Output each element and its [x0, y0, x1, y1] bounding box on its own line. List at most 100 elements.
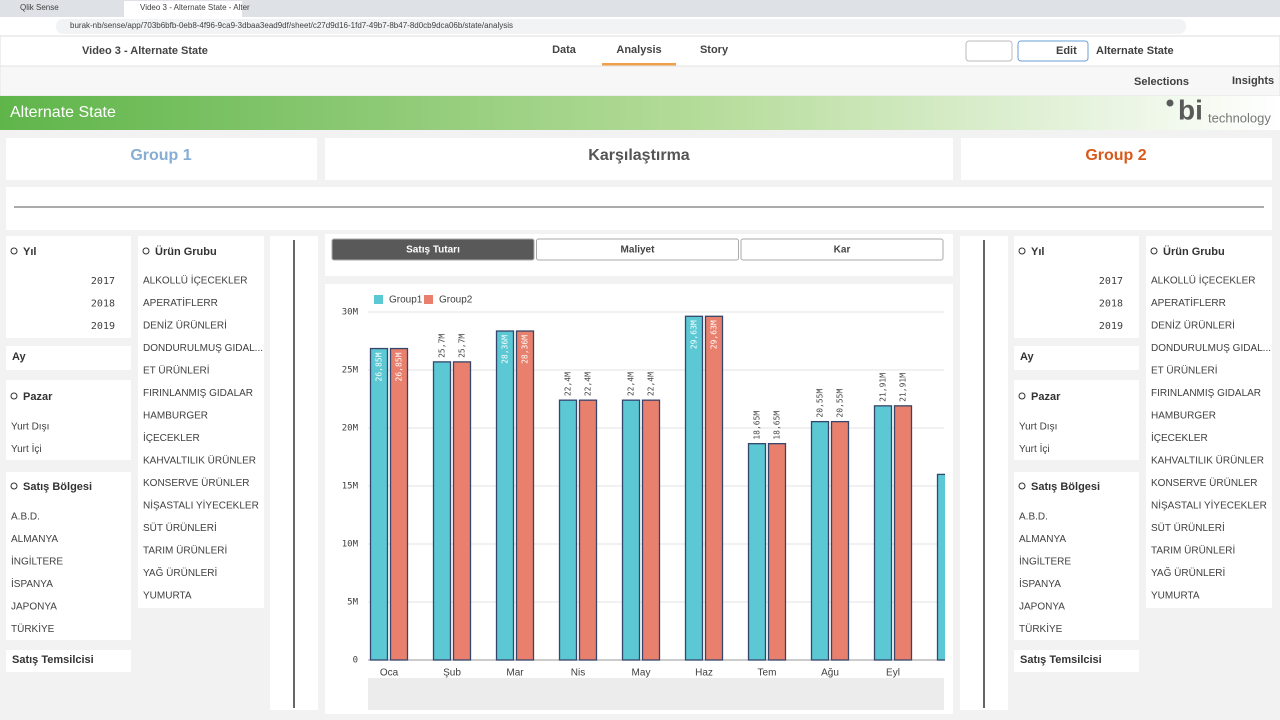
filter-item[interactable]: A.B.D. [1019, 512, 1048, 523]
selections-button[interactable]: Selections [1134, 76, 1189, 88]
filter-item[interactable]: İSPANYA [1019, 577, 1061, 590]
filter-item[interactable]: DENİZ ÜRÜNLERİ [143, 319, 227, 332]
filter-item[interactable]: APERATİFLERR [143, 296, 218, 309]
filter-item[interactable]: HAMBURGER [1151, 411, 1216, 422]
value-label: 21,91M [899, 373, 908, 402]
filter-item[interactable]: İÇECEKLER [143, 431, 200, 444]
value-label: 20,55M [816, 389, 825, 418]
browser-tab[interactable]: Qlik Sense [20, 3, 59, 12]
bookmark-button[interactable] [965, 40, 1013, 62]
filter-item[interactable]: 2019 [1099, 321, 1123, 332]
filter-item[interactable]: ALKOLLÜ İÇECEKLER [1151, 274, 1256, 287]
active-tab[interactable] [124, 1, 242, 17]
filter-item[interactable]: YUMURTA [143, 591, 192, 602]
filter-pane [6, 472, 131, 640]
filter-title: Satış Bölgesi [23, 481, 92, 493]
edit-button[interactable] [1017, 40, 1089, 62]
filter-item[interactable]: ET ÜRÜNLERİ [1151, 364, 1218, 377]
filter-item[interactable]: KONSERVE ÜRÜNLER [143, 477, 250, 489]
search-icon [10, 392, 18, 400]
x-tick-label: May [632, 668, 651, 679]
value-label: 22,4M [584, 372, 593, 396]
filter-item[interactable]: ALMANYA [1019, 534, 1066, 545]
filter-item[interactable]: KONSERVE ÜRÜNLER [1151, 477, 1258, 489]
filter-item[interactable]: TARIM ÜRÜNLERİ [1151, 544, 1235, 557]
value-label: 25,7M [458, 334, 467, 358]
header-card [6, 138, 317, 180]
search-icon [1018, 247, 1026, 255]
nav-tab[interactable]: Story [700, 44, 729, 56]
x-tick-label: Şub [443, 668, 461, 679]
filter-item[interactable]: JAPONYA [11, 602, 57, 613]
filter-item[interactable]: FIRINLANMIŞ GIDALAR [143, 388, 253, 399]
filter-title: Satış Temsilcisi [1020, 654, 1102, 666]
y-tick-label: 30M [342, 308, 359, 318]
filter-item[interactable]: 2019 [91, 321, 115, 332]
filter-item[interactable]: Yurt Dışı [1019, 422, 1057, 433]
filter-pane [6, 236, 131, 338]
chart-scrollbar[interactable] [368, 678, 944, 710]
filter-pane [6, 346, 131, 370]
insights-button[interactable]: Insights [1232, 75, 1274, 87]
filter-item[interactable]: TARIM ÜRÜNLERİ [143, 544, 227, 557]
app-title: Video 3 - Alternate State [82, 45, 208, 57]
group-header: Group 2 [1085, 147, 1146, 164]
filter-item[interactable]: İNGİLTERE [1019, 555, 1071, 568]
filter-title: Pazar [23, 391, 53, 403]
filter-item[interactable]: A.B.D. [11, 512, 40, 523]
edit-label[interactable]: Edit [1056, 45, 1077, 57]
nav-tab[interactable]: Analysis [616, 44, 661, 56]
value-label: 26,85M [375, 352, 384, 381]
divider-card [6, 187, 1272, 230]
filter-item[interactable]: HAMBURGER [143, 411, 208, 422]
filter-item[interactable]: YUMURTA [1151, 591, 1200, 602]
filter-item[interactable]: TÜRKİYE [1019, 622, 1063, 635]
filter-item[interactable]: DONDURULMUŞ GIDAL... [143, 343, 263, 354]
filter-item[interactable]: Yurt İçi [11, 442, 42, 455]
filter-item[interactable]: FIRINLANMIŞ GIDALAR [1151, 388, 1261, 399]
filter-item[interactable]: ALMANYA [11, 534, 58, 545]
filter-item[interactable]: DENİZ ÜRÜNLERİ [1151, 319, 1235, 332]
filter-item[interactable]: 2017 [91, 276, 115, 287]
x-tick-label: Mar [506, 668, 524, 679]
url-field[interactable] [56, 19, 1186, 34]
measure-button[interactable] [331, 238, 535, 261]
browser-tab[interactable]: Video 3 - Alternate State - Alter [140, 3, 250, 12]
filter-item[interactable]: 2018 [1099, 299, 1123, 310]
filter-item[interactable]: NİŞASTALI YİYECEKLER [1151, 499, 1267, 512]
measure-button[interactable] [536, 238, 739, 261]
y-tick-label: 5M [347, 598, 358, 608]
filter-item[interactable]: İSPANYA [11, 577, 53, 590]
filter-item[interactable]: SÜT ÜRÜNLERİ [1151, 521, 1225, 534]
filter-item[interactable]: JAPONYA [1019, 602, 1065, 613]
filter-item[interactable]: TÜRKİYE [11, 622, 55, 635]
filter-item[interactable]: APERATİFLERR [1151, 296, 1226, 309]
filter-item[interactable]: NİŞASTALI YİYECEKLER [143, 499, 259, 512]
filter-item[interactable]: YAĞ ÜRÜNLERİ [143, 566, 217, 579]
filter-item[interactable]: SÜT ÜRÜNLERİ [143, 521, 217, 534]
measure-label[interactable]: Maliyet [621, 245, 656, 256]
filter-item[interactable]: ALKOLLÜ İÇECEKLER [143, 274, 248, 287]
filter-item[interactable]: YAĞ ÜRÜNLERİ [1151, 566, 1225, 579]
measure-button[interactable] [740, 238, 944, 261]
filter-pane [1146, 236, 1272, 608]
measure-label[interactable]: Kar [834, 245, 851, 256]
filter-pane [138, 236, 264, 608]
x-tick-label: Haz [695, 668, 713, 679]
filter-item[interactable]: 2017 [1099, 276, 1123, 287]
filter-item[interactable]: İNGİLTERE [11, 555, 63, 568]
nav-tab[interactable]: Data [552, 44, 577, 56]
filter-item[interactable]: Yurt İçi [1019, 442, 1050, 455]
filter-item[interactable]: ET ÜRÜNLERİ [143, 364, 210, 377]
state-label[interactable]: Alternate State [1096, 45, 1174, 57]
filter-item[interactable]: KAHVALTILIK ÜRÜNLER [143, 455, 256, 467]
filter-item[interactable]: DONDURULMUŞ GIDAL... [1151, 343, 1271, 354]
filter-item[interactable]: KAHVALTILIK ÜRÜNLER [1151, 455, 1264, 467]
bar [936, 473, 945, 661]
compare-header: Karşılaştırma [588, 147, 689, 164]
filter-item[interactable]: İÇECEKLER [1151, 431, 1208, 444]
filter-item[interactable]: Yurt Dışı [11, 422, 49, 433]
filter-item[interactable]: 2018 [91, 299, 115, 310]
measure-label[interactable]: Satış Tutarı [406, 245, 460, 256]
